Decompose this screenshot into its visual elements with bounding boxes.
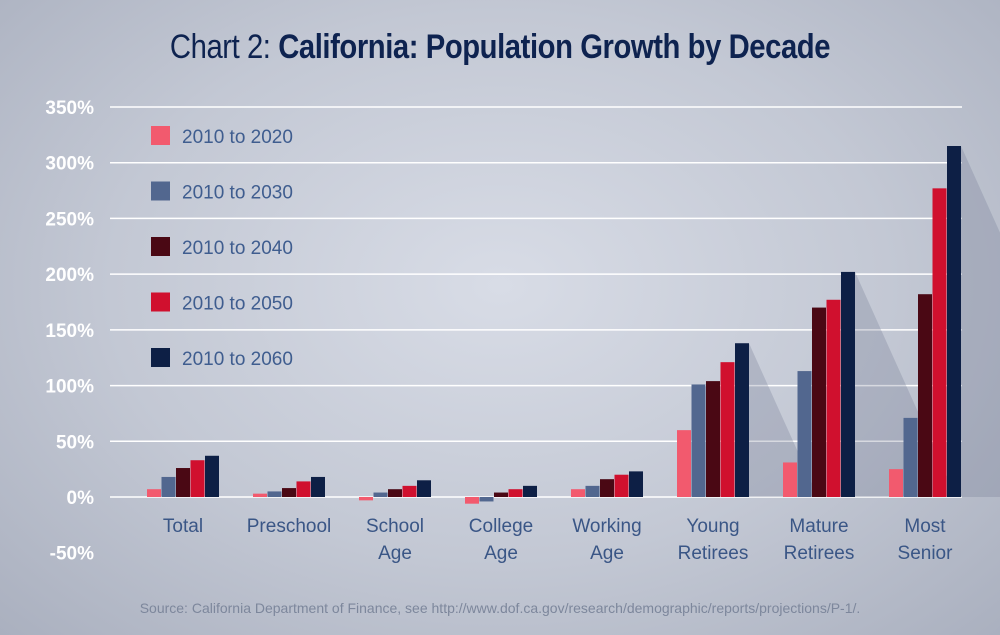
bar	[494, 492, 508, 497]
bar	[677, 430, 691, 497]
legend-label: 2010 to 2050	[182, 294, 293, 315]
bar	[388, 489, 402, 497]
source-note: Source: California Department of Finance…	[139, 600, 861, 616]
x-tick-label: Preschool	[247, 516, 332, 537]
bar	[311, 476, 325, 497]
legend-label: 2010 to 2060	[182, 349, 293, 370]
y-tick-label: 200%	[45, 265, 94, 286]
bar	[417, 480, 431, 497]
bar	[841, 271, 855, 497]
legend-swatch	[151, 237, 170, 256]
legend: 2010 to 2020 2010 to 2030 2010 to 2040 2010…	[151, 126, 293, 370]
y-tick-label: 0%	[67, 488, 95, 509]
bar	[720, 362, 735, 497]
bar	[889, 469, 903, 497]
bar	[190, 460, 205, 497]
bar	[918, 294, 932, 497]
bar	[402, 485, 417, 497]
bar	[903, 417, 918, 497]
bar	[812, 307, 826, 497]
bar	[523, 485, 537, 497]
y-tick-label: 100%	[45, 377, 94, 398]
bar	[783, 462, 797, 497]
x-tick-label: Mature	[789, 516, 848, 537]
legend-swatch	[151, 181, 170, 201]
bar	[479, 497, 494, 502]
x-tick-label: College	[469, 516, 533, 537]
bars	[147, 146, 961, 504]
bar-shadows	[749, 146, 1000, 497]
legend-swatch	[151, 348, 170, 367]
bar	[614, 474, 629, 497]
bar	[947, 146, 961, 497]
y-tick-label: 50%	[56, 432, 94, 453]
x-tick-label: Age	[378, 543, 412, 564]
bar	[176, 468, 190, 497]
y-axis: 350% 300% 250% 200% 150% 100% 50% 0% -50%	[45, 98, 94, 565]
x-tick-label: School	[366, 516, 424, 537]
bar	[508, 489, 523, 497]
bar	[161, 476, 176, 497]
bar	[600, 479, 614, 497]
x-tick-label: Age	[590, 543, 624, 564]
chart-title-prefix: Chart 2:	[169, 28, 279, 66]
y-tick-label: 350%	[45, 98, 94, 119]
legend-label: 2010 to 2020	[182, 127, 293, 148]
bar	[147, 489, 161, 497]
bar	[932, 188, 947, 498]
legend-label: 2010 to 2030	[182, 183, 293, 204]
x-tick-label: Retirees	[784, 543, 855, 564]
y-tick-label: 150%	[45, 321, 94, 342]
bar	[465, 497, 479, 504]
legend-swatch	[151, 126, 170, 145]
x-tick-label: Most	[904, 516, 946, 537]
bar	[571, 489, 585, 497]
legend-label: 2010 to 2040	[182, 238, 293, 259]
x-tick-label: Retirees	[678, 543, 749, 564]
bar	[296, 481, 311, 497]
bar	[706, 381, 720, 497]
y-tick-label: -50%	[50, 544, 94, 565]
bar	[797, 371, 812, 497]
y-tick-label: 300%	[45, 154, 94, 175]
bar	[585, 485, 600, 497]
bar	[267, 491, 282, 497]
bar	[359, 497, 373, 501]
x-axis: Total Preschool School Age College Age Working…	[163, 516, 953, 564]
x-tick-label: Age	[484, 543, 518, 564]
bar	[691, 384, 706, 497]
bar	[735, 343, 749, 497]
bar	[629, 471, 643, 497]
y-tick-label: 250%	[45, 209, 94, 230]
bar	[282, 488, 296, 497]
chart-title: Chart 2: California: Population Growth b…	[70, 28, 930, 67]
bar	[205, 455, 219, 497]
bar	[373, 492, 388, 497]
x-tick-label: Young	[686, 516, 739, 537]
bar	[253, 493, 267, 497]
legend-swatch	[151, 292, 170, 312]
x-tick-label: Working	[572, 516, 641, 537]
bar-shadow	[961, 146, 1000, 497]
chart-title-main: California: Population Growth by Decade	[278, 28, 831, 66]
x-tick-label: Total	[163, 516, 203, 537]
x-tick-label: Senior	[898, 543, 954, 564]
bar	[826, 299, 841, 497]
